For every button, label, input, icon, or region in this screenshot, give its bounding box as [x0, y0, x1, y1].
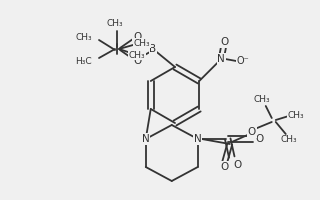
Text: N: N: [217, 54, 225, 64]
Text: O⁻: O⁻: [237, 56, 250, 66]
Text: CH₃: CH₃: [129, 50, 145, 60]
Text: O: O: [133, 32, 141, 42]
Text: CH₃: CH₃: [76, 32, 92, 42]
Text: CH₃: CH₃: [107, 19, 123, 27]
Text: O: O: [256, 134, 264, 144]
Text: N: N: [194, 134, 202, 144]
Text: CH₃: CH₃: [253, 96, 270, 104]
Text: O: O: [234, 160, 242, 170]
Text: O: O: [133, 56, 141, 66]
Text: H₃C: H₃C: [76, 56, 92, 66]
Text: CH₃: CH₃: [134, 38, 150, 47]
Text: B: B: [149, 44, 156, 54]
Text: O: O: [248, 127, 256, 137]
Text: O: O: [220, 37, 228, 47]
Text: N: N: [142, 134, 150, 144]
Text: O: O: [220, 162, 229, 172]
Text: CH₃: CH₃: [287, 110, 304, 119]
Text: CH₃: CH₃: [280, 136, 297, 144]
